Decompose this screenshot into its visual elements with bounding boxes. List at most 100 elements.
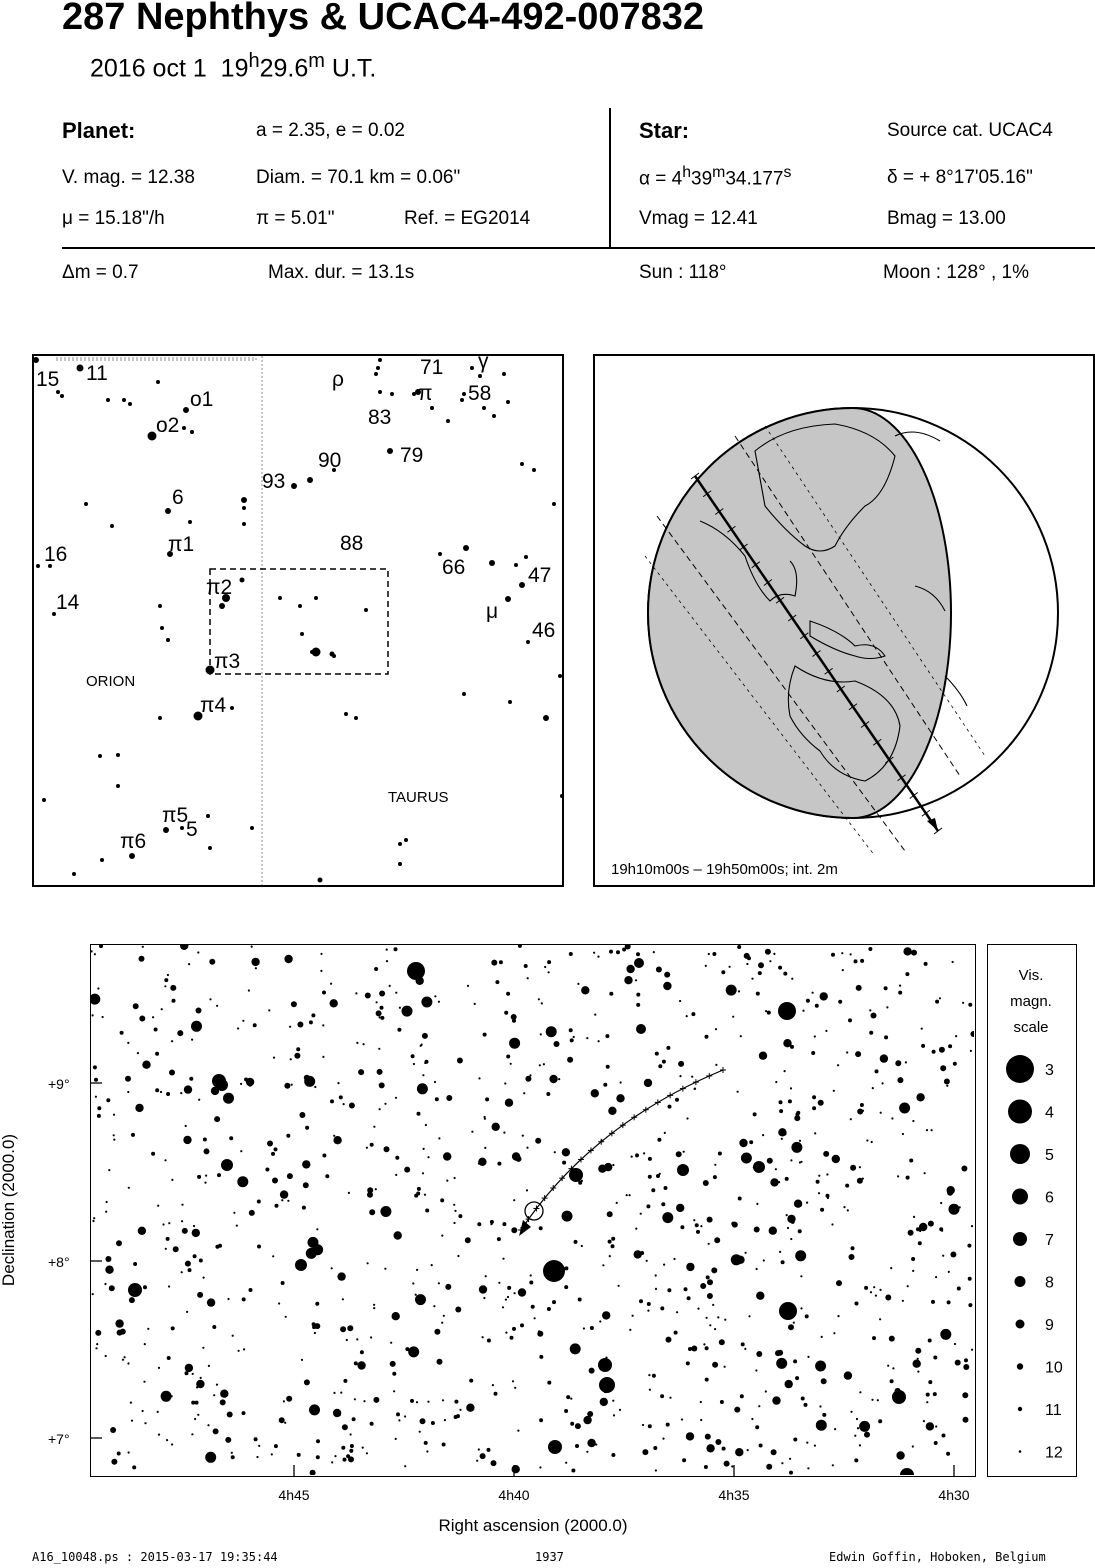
field-star <box>286 1173 293 1180</box>
scale-title-3: scale <box>1013 1019 1049 1036</box>
field-star <box>691 1345 698 1352</box>
field-star <box>132 1003 139 1010</box>
scale-dot <box>1006 1055 1034 1083</box>
field-star <box>170 1326 175 1331</box>
field-star <box>939 1227 944 1232</box>
field-star <box>423 1440 428 1445</box>
field-star <box>887 1364 890 1367</box>
finder-svg: 15 11 o2 o1 6 16 14 π1 π2 π3 π4 π5 π6 5 93 90 83 79 88 71 58… <box>34 356 562 885</box>
globe-caption: 19h10m00s – 19h50m00s; int. 2m <box>611 861 838 878</box>
field-star <box>254 967 257 970</box>
field-star <box>520 1323 524 1328</box>
field-star <box>334 1455 337 1458</box>
field-star <box>916 1227 920 1232</box>
field-star <box>529 1074 532 1077</box>
field-star <box>946 1300 951 1305</box>
field-star <box>791 1141 803 1153</box>
field-star <box>608 1255 611 1258</box>
field-star <box>884 1035 889 1040</box>
bright-star <box>216 1079 228 1091</box>
star-alpha-h: h <box>682 164 692 181</box>
field-star <box>286 1133 291 1138</box>
field-star <box>217 1173 221 1178</box>
finder-star <box>76 364 84 372</box>
field-star <box>289 1025 292 1028</box>
field-star <box>340 1326 347 1333</box>
field-star <box>912 1215 916 1218</box>
field-star <box>786 1226 790 1230</box>
field-star <box>394 1437 397 1440</box>
field-star <box>155 1088 160 1093</box>
scale-label: 11 <box>1045 1402 1062 1419</box>
field-star <box>679 999 682 1003</box>
field-star <box>370 1336 373 1339</box>
finder-star <box>291 483 297 489</box>
field-star <box>825 1029 828 1032</box>
field-star <box>590 1089 599 1098</box>
field-star <box>923 961 928 966</box>
field-star <box>198 1258 203 1263</box>
field-star <box>511 1465 520 1474</box>
finder-label: π3 <box>214 650 240 673</box>
field-star <box>517 1288 527 1297</box>
field-star <box>897 1077 904 1084</box>
field-star <box>95 1329 102 1336</box>
field-star <box>629 1328 632 1331</box>
field-star <box>157 1433 161 1436</box>
finder-star <box>183 407 189 413</box>
field-star <box>367 1187 374 1194</box>
bright-star <box>598 1358 612 1372</box>
field-star <box>925 1129 929 1132</box>
finder-label: o2 <box>156 414 179 437</box>
field-star <box>604 1162 613 1172</box>
field-star <box>569 1038 574 1043</box>
field-star <box>495 980 500 985</box>
field-star <box>704 1377 709 1382</box>
field-star <box>284 1315 287 1318</box>
field-star <box>951 960 954 964</box>
field-star <box>823 1150 830 1157</box>
field-star <box>779 1109 784 1114</box>
field-star <box>361 1446 364 1449</box>
field-star <box>92 1219 95 1223</box>
field-star <box>904 1061 908 1064</box>
field-star <box>737 1196 742 1201</box>
field-star <box>798 1161 802 1164</box>
field-star <box>968 1002 973 1007</box>
field-star <box>724 1318 727 1321</box>
field-star <box>516 1468 519 1471</box>
field-star <box>374 967 379 971</box>
field-star <box>967 1276 972 1281</box>
field-star <box>743 952 750 959</box>
field-star <box>203 1148 210 1155</box>
field-star <box>595 1443 598 1446</box>
field-star <box>756 1351 763 1357</box>
field-star <box>144 1422 147 1425</box>
field-star <box>454 1209 457 1212</box>
field-star <box>341 1445 346 1450</box>
field-star <box>597 1040 600 1043</box>
field-star <box>191 1038 194 1041</box>
field-star <box>322 1153 327 1158</box>
finder-star <box>526 640 530 644</box>
finder-star <box>514 563 518 567</box>
finder-star <box>558 674 562 678</box>
field-star <box>453 1415 458 1419</box>
finder-star <box>242 522 246 526</box>
star-heading: Star: <box>639 118 690 143</box>
field-star <box>874 1294 878 1297</box>
bright-star <box>407 962 425 980</box>
field-star <box>91 1293 94 1296</box>
field-star <box>104 1282 107 1286</box>
field-star <box>127 1362 130 1365</box>
field-star <box>325 1174 330 1179</box>
finder-star <box>84 502 88 506</box>
finder-label: 16 <box>44 543 67 566</box>
field-star <box>353 1398 356 1401</box>
field-star <box>568 952 573 956</box>
finder-star <box>190 430 194 434</box>
field-star <box>831 1154 840 1164</box>
field-star <box>878 1421 881 1424</box>
bright-star <box>778 1002 796 1020</box>
field-star <box>825 1193 830 1198</box>
